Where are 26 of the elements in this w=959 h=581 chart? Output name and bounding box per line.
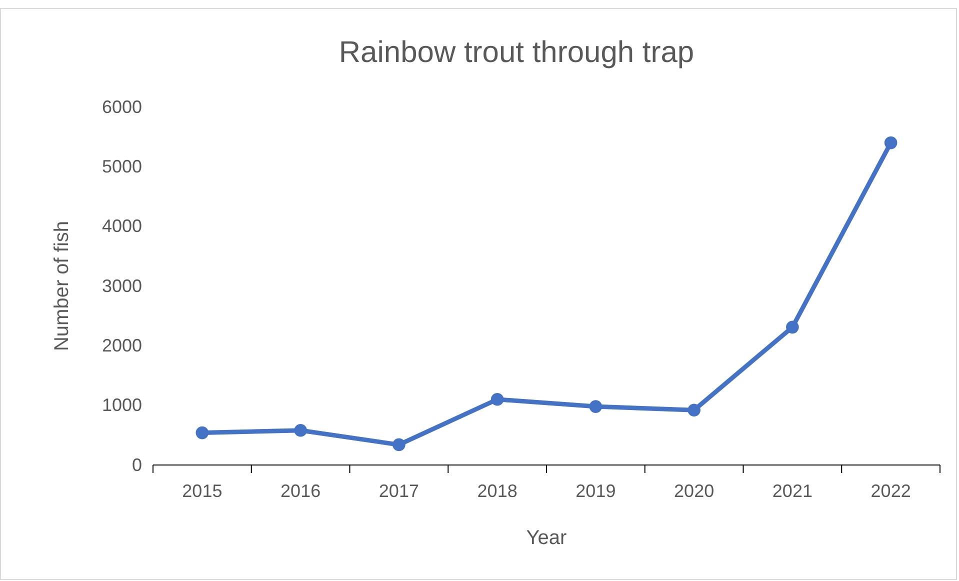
y-tick-label: 6000 [102,96,142,117]
y-tick-label: 2000 [102,335,142,356]
y-tick-label: 5000 [102,156,142,176]
y-tick-label: 3000 [102,276,142,296]
x-tick-label: 2018 [477,480,518,501]
y-tick-label: 4000 [102,216,142,236]
point [196,426,209,440]
y-tick-label: 0 [132,454,142,475]
x-tick-label: 2021 [772,480,812,501]
point [589,400,602,413]
x-tick-label: 2016 [280,480,321,501]
point [884,136,898,150]
point [786,320,799,334]
x-tick-label: 2019 [576,480,616,501]
point [688,404,700,417]
x-axis-title: Year [526,527,568,549]
point [294,424,307,437]
point [490,392,504,406]
point [392,438,406,452]
chart-title: Rainbow trout through trap [338,36,694,69]
x-tick-label: 2020 [674,480,714,501]
y-tick-label: 1000 [102,395,142,416]
y-axis-title: Number of fish [51,220,73,352]
x-tick-label: 2015 [182,480,222,501]
x-tick-label: 2017 [378,480,419,501]
x-tick-label: 2022 [870,480,911,501]
